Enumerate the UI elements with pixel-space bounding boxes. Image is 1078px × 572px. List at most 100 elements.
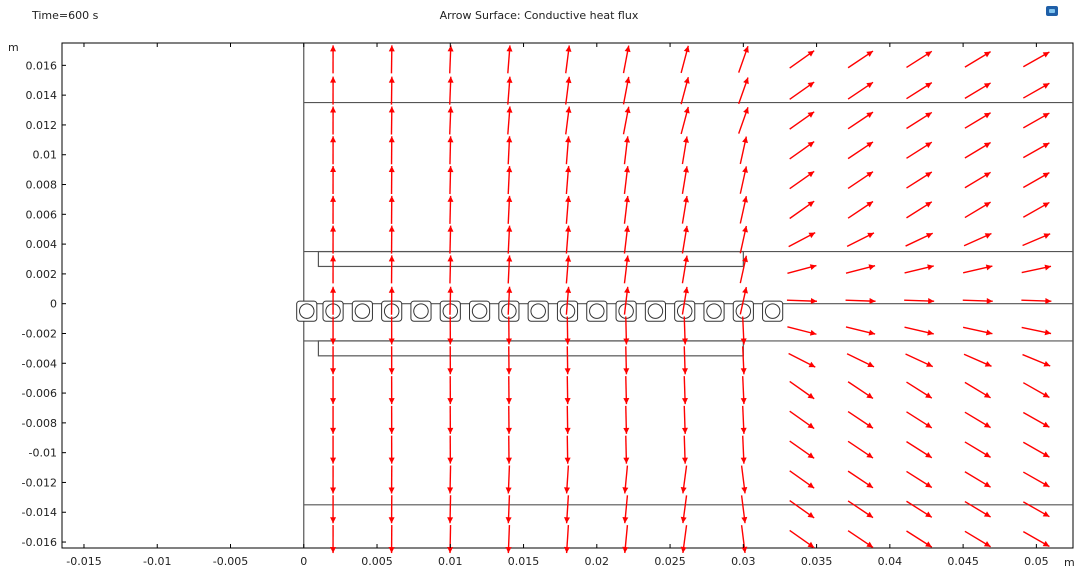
flux-arrow — [964, 171, 991, 189]
y-tick-label: 0.01 — [33, 149, 58, 162]
flux-arrow — [906, 530, 933, 548]
flux-arrow — [622, 106, 631, 135]
flux-arrow — [622, 45, 631, 74]
flux-arrow — [681, 286, 689, 315]
flux-arrow — [330, 346, 337, 375]
flux-arrow — [847, 381, 874, 400]
flux-arrow — [565, 195, 572, 224]
flux-arrow — [623, 286, 631, 315]
flux-arrow — [964, 411, 991, 429]
flux-arrow — [447, 495, 454, 524]
flux-arrow — [845, 298, 876, 305]
flux-arrow — [680, 106, 690, 135]
flux-arrow — [1022, 233, 1051, 247]
flux-arrow — [447, 166, 454, 195]
flux-arrow — [447, 255, 454, 284]
comsol-logo-icon — [1046, 6, 1058, 16]
flux-arrow — [388, 346, 395, 375]
flux-arrow — [564, 495, 570, 524]
flux-arrow — [739, 286, 748, 315]
flux-arrow — [739, 196, 748, 224]
flux-arrow — [847, 200, 874, 219]
flux-arrow — [740, 405, 747, 434]
flux-arrow — [740, 316, 747, 345]
flux-arrow — [565, 136, 572, 165]
y-tick-label: 0.002 — [26, 268, 58, 281]
flux-arrow — [388, 525, 395, 554]
flux-arrow — [505, 435, 512, 464]
flux-arrow — [906, 381, 933, 399]
flux-arrow — [847, 50, 874, 69]
tube-circle — [530, 303, 546, 319]
flux-arrow — [847, 500, 874, 519]
flux-arrow — [847, 410, 874, 429]
flux-arrow — [787, 264, 817, 275]
flux-arrow — [906, 171, 933, 189]
tube-circle — [413, 303, 429, 319]
flux-arrow — [739, 166, 748, 194]
flux-arrow — [330, 195, 337, 224]
y-tick-label: -0.006 — [22, 387, 57, 400]
flux-arrow — [505, 346, 512, 375]
flux-arrow — [330, 76, 337, 105]
flux-arrow — [565, 106, 572, 135]
flux-arrow — [564, 525, 570, 554]
flux-arrow — [1022, 411, 1050, 428]
flux-arrow — [964, 530, 991, 548]
flux-arrow — [565, 255, 572, 284]
flux-arrow — [789, 380, 815, 400]
flux-arrow — [789, 170, 815, 190]
flux-arrow — [786, 298, 817, 305]
flux-arrow — [623, 316, 630, 345]
y-tick-label: -0.016 — [22, 536, 57, 549]
flux-arrow — [964, 112, 991, 129]
flux-arrow — [506, 136, 513, 165]
flux-arrow — [330, 225, 337, 254]
plot-title: Arrow Surface: Conductive heat flux — [439, 9, 639, 22]
flux-arrow — [506, 76, 513, 105]
flux-arrow — [388, 316, 395, 345]
flux-arrow — [330, 465, 337, 494]
flux-arrow — [964, 82, 991, 99]
flux-arrow — [622, 525, 629, 554]
flux-arrow — [505, 465, 512, 494]
flux-arrow — [905, 232, 934, 247]
y-tick-label: -0.01 — [29, 447, 57, 460]
flux-arrow — [388, 166, 395, 195]
flux-arrow — [564, 346, 571, 375]
flux-arrow — [739, 225, 748, 254]
flux-arrow — [680, 76, 690, 105]
flux-arrow — [964, 201, 991, 219]
flux-arrow — [906, 500, 933, 518]
flux-arrow — [388, 225, 395, 254]
flux-arrow — [740, 435, 747, 464]
flux-arrow — [388, 136, 395, 165]
tube-circle — [471, 303, 488, 319]
flux-arrow — [738, 107, 749, 134]
flux-arrow — [330, 435, 337, 464]
flux-arrow — [388, 435, 395, 464]
flux-arrow — [847, 440, 874, 459]
y-tick-label: 0.004 — [26, 238, 58, 251]
flux-arrow — [906, 441, 933, 459]
flux-arrow — [447, 45, 454, 74]
flux-arrow — [905, 353, 934, 368]
flux-arrow — [1022, 172, 1050, 189]
flux-arrow — [681, 435, 688, 464]
x-tick-label: 0.025 — [654, 555, 686, 568]
flux-arrow — [447, 525, 454, 554]
flux-arrow — [388, 76, 395, 105]
flux-arrow — [565, 76, 572, 105]
x-tick-label: 0.03 — [731, 555, 756, 568]
flux-arrow — [789, 470, 815, 489]
flux-arrow — [505, 376, 512, 405]
x-tick-label: -0.015 — [66, 555, 101, 568]
flux-arrow — [388, 255, 395, 284]
flux-arrow — [847, 81, 874, 100]
y-tick-label: 0.012 — [26, 119, 58, 132]
x-unit-label: m — [1064, 556, 1075, 569]
flux-arrow — [447, 435, 454, 464]
x-tick-label: 0.005 — [361, 555, 393, 568]
flux-arrow — [964, 141, 991, 159]
flux-arrow — [963, 353, 992, 367]
